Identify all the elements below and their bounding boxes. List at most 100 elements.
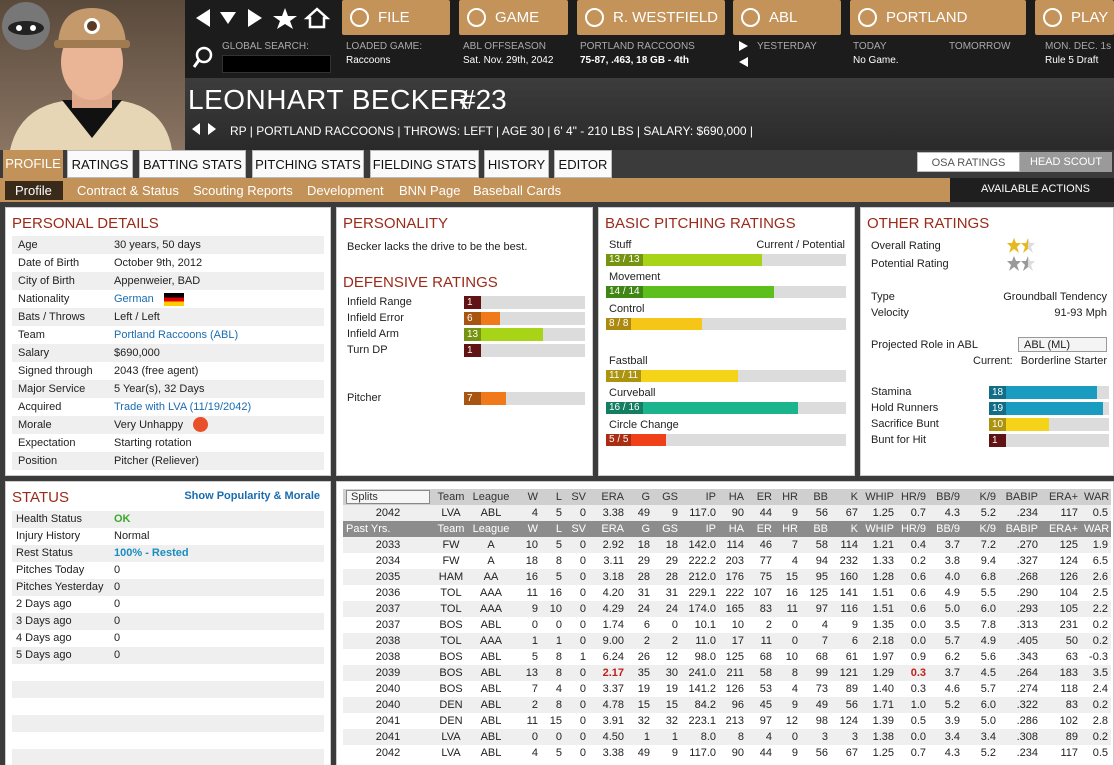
stats-row: 2033 FW A 10 5 0 2.92 18 18 142.0 114 46 7 58 114 1.21 0… — [343, 537, 1111, 553]
stats-cell: 1 — [643, 731, 650, 743]
nav-button[interactable]: PORTLAND — [850, 0, 1026, 35]
stats-header-cell: K/9 — [979, 523, 996, 535]
stats-cell: 31 — [637, 587, 650, 599]
stats-row: 2040 DEN ABL 2 8 0 4.78 15 15 84.2 96 45 9 49 56 1.71 1.… — [343, 697, 1111, 713]
stats-cell: 24 — [665, 603, 678, 615]
stats-cell: .290 — [1016, 587, 1038, 599]
subtab[interactable]: Development — [307, 183, 384, 198]
tab[interactable]: BATTING STATS — [139, 150, 246, 178]
stats-cell: 2037 — [375, 603, 401, 615]
subtab[interactable]: BNN Page — [399, 183, 461, 198]
stats-cell: 2042 — [375, 507, 401, 519]
stats-cell: 11 — [526, 715, 538, 727]
stats-cell: .293 — [1016, 603, 1038, 615]
nav-button[interactable]: R. WESTFIELD — [577, 0, 725, 35]
stats-cell: TOL — [440, 635, 462, 647]
actions-bar[interactable] — [950, 178, 1114, 202]
info-value: 91-93 Mph — [1054, 307, 1107, 319]
stats-cell: 104 — [1059, 587, 1078, 599]
stats-cell: 2.2 — [1092, 603, 1108, 615]
stats-cell: 97 — [759, 715, 772, 727]
stats-cell: 56 — [815, 507, 828, 519]
subtab[interactable]: Profile — [5, 181, 63, 200]
stats-cell: 0.4 — [910, 539, 926, 551]
stats-cell: 107 — [753, 587, 772, 599]
stats-cell: 15 — [785, 571, 798, 583]
stats-cell: .308 — [1016, 731, 1038, 743]
detail-value: 30 years, 50 days — [114, 239, 201, 251]
tab[interactable]: HISTORY — [484, 150, 549, 178]
stats-cell: 16 — [785, 587, 798, 599]
actions-label[interactable]: AVAILABLE ACTIONS — [981, 183, 1091, 195]
rating-name: Fastball — [609, 355, 648, 367]
rating-label: 1 — [989, 434, 1006, 447]
detail-row: Acquired Trade with LVA (11/19/2042) — [12, 398, 324, 416]
stats-cell: .322 — [1016, 699, 1038, 711]
rating-bar — [606, 254, 762, 266]
stats-cell: -0.3 — [1089, 651, 1108, 663]
stats-row: 2039 BOS ABL 13 8 0 2.17 35 30 241.0 211 58 8 99 121 1.… — [343, 665, 1111, 681]
stats-header-cell: League — [472, 523, 510, 535]
stats-cell: 125 — [725, 651, 744, 663]
stats-cell: 0.0 — [910, 635, 926, 647]
subtab[interactable]: Baseball Cards — [473, 183, 562, 198]
stats-cell: 9 — [791, 507, 798, 519]
detail-value[interactable]: Trade with LVA (11/19/2042) — [114, 401, 252, 413]
stats-cell: LVA — [441, 731, 461, 743]
nav-button[interactable]: PLAY — [1035, 0, 1114, 35]
tab[interactable]: RATINGS — [67, 150, 133, 178]
detail-value[interactable]: German — [114, 293, 154, 305]
star-rating — [1007, 256, 1035, 271]
status-link[interactable]: Show Popularity & Morale — [184, 490, 320, 502]
nav-label: PLAY — [1071, 9, 1109, 26]
status-value: OK — [114, 513, 131, 525]
subtab[interactable]: Contract & Status — [77, 183, 179, 198]
tab[interactable]: PITCHING STATS — [252, 150, 364, 178]
detail-value[interactable]: Portland Raccoons (ABL) — [114, 329, 239, 341]
player-number: #23 — [460, 84, 507, 115]
view-toggle[interactable]: HEAD SCOUT — [1020, 152, 1112, 172]
stats-cell: 7 — [791, 539, 798, 551]
stats-cell: 16 — [525, 571, 538, 583]
stats-cell: 1.29 — [872, 667, 894, 679]
tab[interactable]: FIELDING STATS — [370, 150, 479, 178]
stats-cell: FW — [442, 555, 460, 567]
search-input[interactable] — [222, 55, 331, 73]
nav-button[interactable]: FILE — [342, 0, 450, 35]
view-toggle[interactable]: OSA RATINGS — [917, 152, 1020, 172]
tab[interactable]: EDITOR — [554, 150, 612, 178]
stats-cell: 4.6 — [944, 683, 960, 695]
stats-cell: 4 — [791, 555, 798, 567]
role-dropdown[interactable]: ABL (ML) — [1018, 337, 1107, 352]
subtab[interactable]: Scouting Reports — [193, 183, 293, 198]
stats-cell: AAA — [479, 603, 502, 615]
stats-cell: 68 — [815, 651, 828, 663]
stats-cell: 0.2 — [910, 555, 926, 567]
rating-label: 14 / 14 — [606, 286, 643, 298]
stats-header-cell: ER — [756, 523, 772, 535]
stats-cell: 2.18 — [872, 635, 894, 647]
stats-header-cell: BB — [813, 523, 828, 535]
stats-cell: ABL — [480, 699, 502, 711]
stats-cell: 3.18 — [602, 571, 624, 583]
status-label: Health Status — [16, 513, 83, 525]
stats-header-cell: Splits — [343, 489, 433, 505]
stats-cell: 0.2 — [1092, 635, 1108, 647]
rating-name: Stamina — [871, 386, 912, 398]
nav-button[interactable]: ABL — [733, 0, 841, 35]
panel: PERSONAL DETAILS Age 30 years, 50 days Date… — [5, 207, 331, 476]
stats-cell: 56 — [845, 699, 858, 711]
detail-row: Nationality German — [12, 290, 324, 308]
rating-bar — [606, 286, 774, 298]
stats-cell: 7.2 — [980, 539, 996, 551]
detail-value: October 9th, 2012 — [114, 257, 203, 269]
stats-header-cell: HR — [782, 491, 798, 503]
stats-cell: ABL — [480, 715, 502, 727]
rating-label: 11 / 11 — [606, 370, 642, 382]
stats-cell: 3.7 — [944, 539, 960, 551]
stats-row: 2034 FW A 18 8 0 3.11 29 29 222.2 203 77 4 94 232 1.33 0… — [343, 553, 1111, 569]
splits-dropdown[interactable]: Splits — [346, 490, 430, 504]
nav-button[interactable]: GAME — [459, 0, 568, 35]
tab[interactable]: PROFILE — [3, 150, 63, 178]
